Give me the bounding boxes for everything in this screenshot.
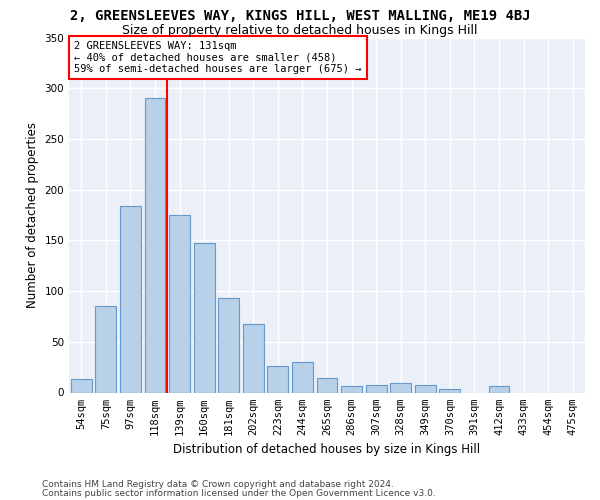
Text: 2 GREENSLEEVES WAY: 131sqm
← 40% of detached houses are smaller (458)
59% of sem: 2 GREENSLEEVES WAY: 131sqm ← 40% of deta…	[74, 41, 362, 74]
Bar	[169, 215, 190, 392]
Text: Size of property relative to detached houses in Kings Hill: Size of property relative to detached ho…	[122, 24, 478, 37]
Text: 2, GREENSLEEVES WAY, KINGS HILL, WEST MALLING, ME19 4BJ: 2, GREENSLEEVES WAY, KINGS HILL, WEST MA…	[70, 9, 530, 23]
Y-axis label: Number of detached properties: Number of detached properties	[26, 122, 39, 308]
Bar	[95, 306, 116, 392]
Bar	[145, 98, 166, 393]
Bar	[71, 380, 92, 392]
Bar	[268, 366, 289, 392]
Bar	[194, 244, 215, 392]
Bar	[292, 362, 313, 392]
Bar	[317, 378, 337, 392]
Bar	[120, 206, 141, 392]
Bar	[218, 298, 239, 392]
Bar	[365, 386, 386, 392]
X-axis label: Distribution of detached houses by size in Kings Hill: Distribution of detached houses by size …	[173, 443, 481, 456]
Text: Contains HM Land Registry data © Crown copyright and database right 2024.: Contains HM Land Registry data © Crown c…	[42, 480, 394, 489]
Bar	[390, 384, 411, 392]
Text: Contains public sector information licensed under the Open Government Licence v3: Contains public sector information licen…	[42, 489, 436, 498]
Bar	[415, 386, 436, 392]
Bar	[488, 386, 509, 392]
Bar	[243, 324, 264, 392]
Bar	[439, 390, 460, 392]
Bar	[341, 386, 362, 392]
